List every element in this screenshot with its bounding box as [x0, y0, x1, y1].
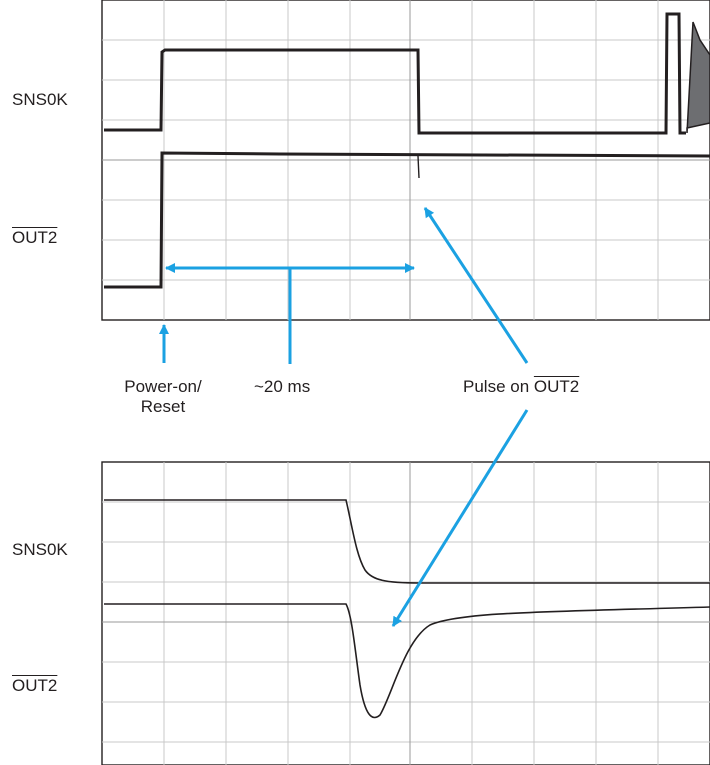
- bottom-scope-frame: [101, 461, 710, 765]
- pulse-on-out2-label: Pulse on OUT2: [463, 377, 579, 397]
- bottom-scope-panel: [101, 461, 710, 765]
- duration-label: ~20 ms: [254, 377, 311, 396]
- top-scope-panel: [101, 0, 710, 321]
- top-sns0k-ringing: [686, 21, 710, 134]
- power-on-label-line1: Power-on/: [124, 377, 202, 396]
- top-sns0k-trace: [104, 12, 710, 135]
- bottom-out2-label: OUT2: [12, 676, 58, 695]
- top-out2-trace: [104, 151, 710, 289]
- top-sns0k-label: SNS0K: [12, 90, 68, 109]
- bottom-scope-center-axes: [102, 462, 710, 765]
- annotation-arrows: [159, 207, 529, 627]
- pulse-arrow-down: [391, 409, 529, 627]
- top-out2-glitch: [417, 155, 420, 179]
- bottom-sns0k-label: SNS0K: [12, 540, 68, 559]
- top-out2-label: OUT2: [12, 228, 58, 247]
- bottom-out2-trace: [104, 603, 710, 719]
- pulse-prefix: Pulse on: [463, 377, 534, 396]
- pulse-signal: OUT2: [533, 377, 580, 396]
- power-on-reset-label: Power-on/ Reset: [98, 377, 228, 417]
- pulse-arrow-up: [423, 207, 529, 364]
- power-on-label-line2: Reset: [140, 397, 186, 416]
- bottom-sns0k-trace: [104, 499, 710, 584]
